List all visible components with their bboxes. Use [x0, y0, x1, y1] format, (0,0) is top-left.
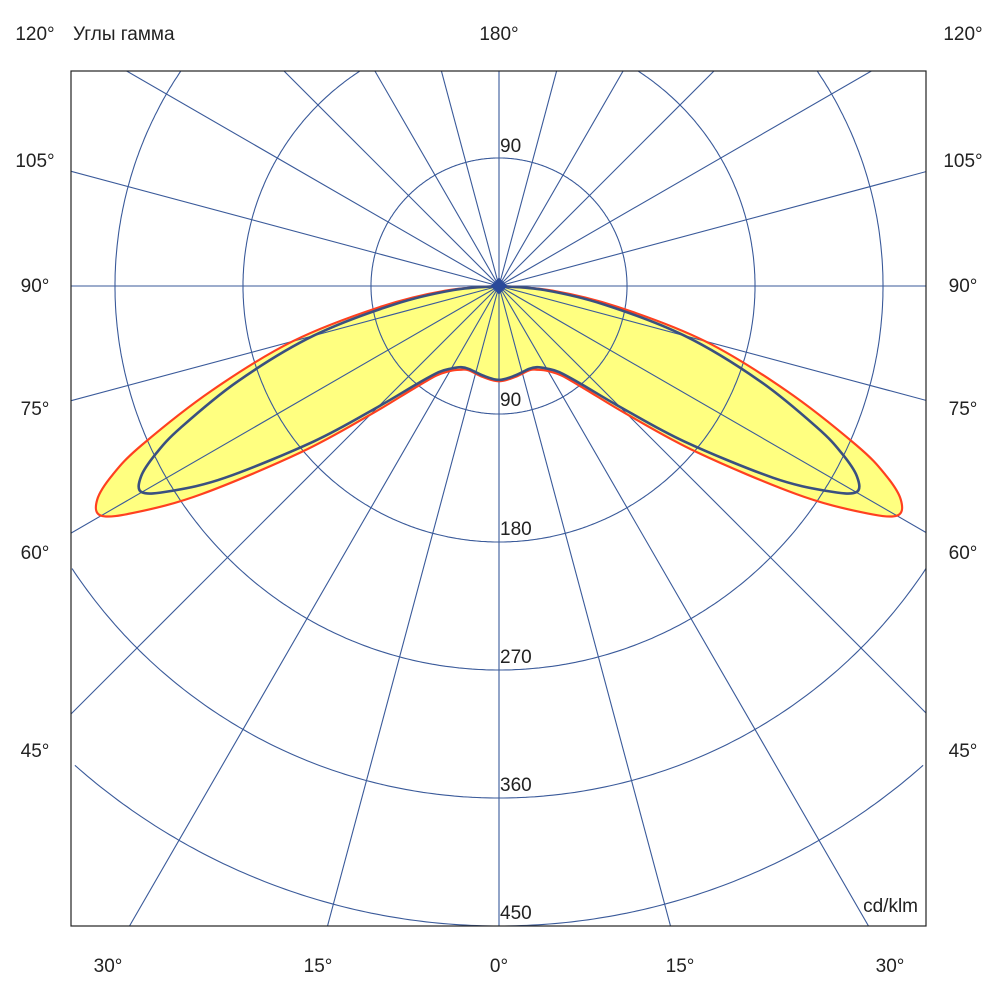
radial-tick-label: 450 — [500, 903, 532, 924]
plot-frame — [70, 70, 927, 927]
angle-label-top-left: 120° — [15, 24, 54, 45]
angle-label-top-right: 120° — [943, 24, 982, 45]
grid-radial-line — [498, 71, 558, 287]
radial-tick-label: 270 — [500, 647, 532, 668]
angle-label-left: 60° — [21, 543, 50, 564]
angle-label-top: 180° — [479, 24, 518, 45]
grid-radial-line — [129, 285, 500, 926]
grid-radial-line — [326, 285, 500, 926]
grid-radial-line — [71, 170, 500, 287]
grid-radial-line — [71, 285, 500, 715]
grid-ring — [242, 71, 756, 543]
unit-label: cd/klm — [863, 896, 918, 917]
chart-title: Углы гамма — [73, 24, 175, 45]
angle-label-right: 75° — [949, 399, 978, 420]
grid-radial-line — [71, 285, 500, 402]
grid-ring — [638, 71, 756, 286]
angle-label-bottom: 15° — [304, 956, 333, 977]
grid-radial-line — [498, 285, 869, 926]
grid-ring — [816, 71, 884, 286]
grid-radial-line — [283, 71, 500, 287]
angle-label-left: 90° — [21, 276, 50, 297]
grid-radial-line — [498, 71, 872, 287]
angle-label-left: 75° — [21, 399, 50, 420]
grid-ring — [74, 764, 924, 926]
radial-tick-label: 180 — [500, 519, 532, 540]
grid-radial-line — [126, 71, 500, 287]
series-outer-curve — [94, 284, 904, 518]
radial-tick-label-top: 90 — [500, 136, 521, 157]
angle-label-right: 60° — [949, 543, 978, 564]
angle-label-left: 45° — [21, 741, 50, 762]
grid-radial-line — [498, 171, 926, 287]
grid-radial-line — [498, 285, 672, 926]
grid-radial-line — [498, 71, 624, 287]
grid-radial-line — [498, 71, 715, 287]
grid-radial-line — [374, 71, 500, 287]
angle-label-right: 45° — [949, 741, 978, 762]
angle-label-bottom: 30° — [94, 956, 123, 977]
center-marker — [490, 277, 508, 295]
grid-radial-line — [498, 285, 926, 714]
angle-label-bottom: 15° — [666, 956, 695, 977]
angle-label-bottom: 30° — [876, 956, 905, 977]
radial-tick-label: 90 — [500, 390, 521, 411]
grid-radial-line — [498, 285, 926, 401]
angle-label-right: 90° — [949, 276, 978, 297]
grid-radial-line — [440, 71, 500, 287]
radial-tick-label: 360 — [500, 775, 532, 796]
angle-label-right: 105° — [943, 151, 982, 172]
angle-label-left: 105° — [15, 151, 54, 172]
grid-radial-line — [498, 285, 926, 533]
angle-label-bottom: 0° — [490, 956, 508, 977]
grid-ring — [114, 71, 884, 671]
series-inner-curve — [137, 284, 861, 495]
